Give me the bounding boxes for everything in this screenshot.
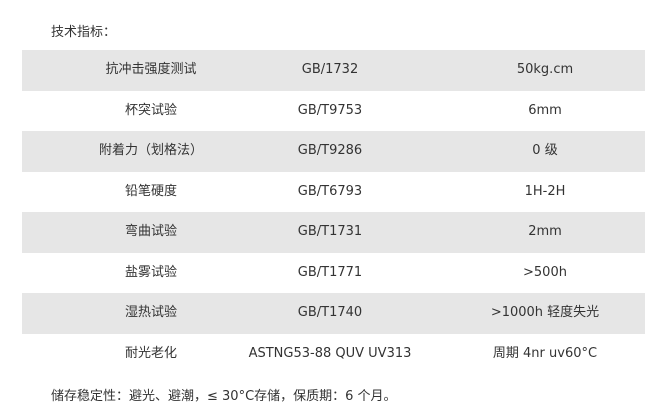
- test-standard: GB/1732: [301, 62, 359, 77]
- test-name: 弯曲试验: [124, 224, 177, 239]
- test-standard: GB/T1731: [297, 224, 363, 239]
- section-title: 技术指标：: [51, 25, 117, 40]
- test-name: 盐雾试验: [124, 264, 177, 280]
- table-row: 杯突试验 GB/T9753 6mm: [22, 91, 645, 132]
- test-name: 抗冲击强度测试: [105, 62, 197, 77]
- table-row: 盐雾试验 GB/T1771 >500h: [22, 253, 645, 294]
- test-value: 周期 4nr uv60°C: [492, 345, 598, 361]
- test-standard: ASTNG53-88 QUV UV313: [248, 345, 412, 361]
- test-name: 湿热试验: [124, 305, 177, 320]
- test-value: 50kg.cm: [516, 62, 574, 77]
- table-row: 抗冲击强度测试 GB/1732 50kg.cm: [22, 50, 645, 91]
- test-value: 1H-2H: [524, 183, 566, 199]
- test-name: 耐光老化: [124, 345, 177, 361]
- test-standard: GB/T6793: [297, 183, 363, 199]
- table-row: 附着力（划格法） GB/T9286 0 级: [22, 131, 645, 172]
- test-value: 2mm: [528, 224, 562, 239]
- test-standard: GB/T9286: [297, 143, 363, 158]
- spec-table: 抗冲击强度测试 GB/1732 50kg.cm 杯突试验 GB/T9753 6mm 附着力（…: [22, 50, 645, 374]
- table-row: 铅笔硬度 GB/T6793 1H-2H: [22, 172, 645, 213]
- table-row: 湿热试验 GB/T1740 >1000h 轻度失光: [22, 293, 645, 334]
- table-row: 弯曲试验 GB/T1731 2mm: [22, 212, 645, 253]
- test-name: 附着力（划格法）: [98, 143, 203, 158]
- test-name: 杯突试验: [124, 102, 177, 118]
- test-standard: GB/T1771: [297, 264, 363, 280]
- test-value: 6mm: [528, 102, 562, 118]
- test-value: >1000h 轻度失光: [490, 305, 600, 320]
- test-standard: GB/T9753: [297, 102, 363, 118]
- test-standard: GB/T1740: [297, 305, 363, 320]
- test-value: >500h: [523, 264, 567, 280]
- test-value: 0 级: [532, 143, 558, 158]
- table-row: 耐光老化 ASTNG53-88 QUV UV313 周期 4nr uv60°C: [22, 334, 645, 375]
- storage-note: 储存稳定性：避光、避潮，≤ 30°C存储，保质期：6 个月。: [51, 389, 397, 404]
- test-name: 铅笔硬度: [124, 183, 177, 199]
